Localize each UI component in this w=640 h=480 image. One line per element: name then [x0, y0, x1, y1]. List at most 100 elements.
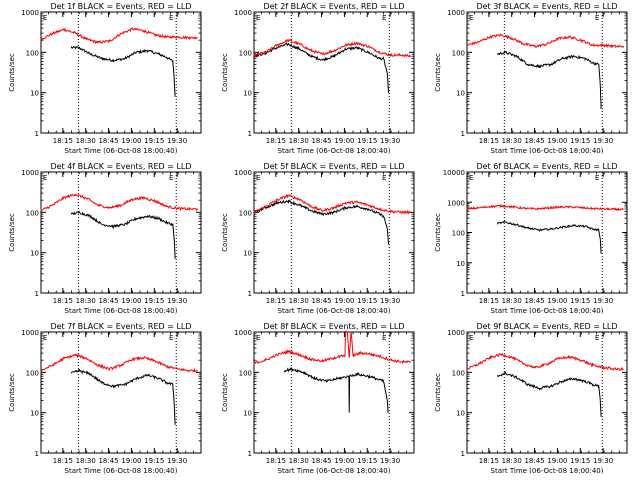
x-tick-label: 18:15: [479, 457, 499, 465]
x-tick-label: 19:15: [357, 137, 377, 145]
lld-series-line: [253, 38, 411, 58]
y-tick-label: 100: [26, 369, 39, 377]
x-tick-label: 19:15: [357, 457, 377, 465]
x-tick-label: 19:15: [570, 457, 590, 465]
x-tick-label: 19:30: [167, 297, 187, 305]
y-tick-label: 1000: [21, 169, 39, 177]
y-tick-label: 1: [248, 130, 252, 138]
y-tick-label: 100: [452, 369, 465, 377]
panel-title: Det 3f BLACK = Events, RED = LLD: [476, 2, 617, 11]
x-tick-label: 19:00: [121, 297, 141, 305]
events-series-line: [497, 371, 602, 417]
x-tick-label: 18:15: [479, 297, 499, 305]
x-tick-label: 19:15: [144, 137, 164, 145]
y-tick-label: 1: [461, 130, 465, 138]
x-tick-label: 18:30: [502, 457, 522, 465]
corner-label-right: E: [382, 334, 386, 342]
x-tick-label: 18:15: [266, 457, 286, 465]
y-tick-label: 1000: [234, 169, 252, 177]
y-tick-label: 100: [239, 369, 252, 377]
x-tick-label: 19:00: [334, 137, 354, 145]
x-tick-label: 19:00: [334, 457, 354, 465]
y-tick-label: 10: [456, 410, 465, 418]
x-tick-label: 18:15: [266, 137, 286, 145]
y-tick-label: 10: [30, 90, 39, 98]
x-tick-label: 18:15: [479, 137, 499, 145]
y-tick-label: 100: [26, 49, 39, 57]
panel-title: Det 1f BLACK = Events, RED = LLD: [50, 2, 191, 11]
x-axis-title: Start Time (06-Oct-08 18:00:40): [65, 147, 178, 155]
x-tick-label: 18:45: [524, 457, 544, 465]
panel-title: Det 5f BLACK = Events, RED = LLD: [263, 162, 404, 171]
x-tick-label: 18:30: [76, 297, 96, 305]
x-axis-title: Start Time (06-Oct-08 18:00:40): [278, 307, 391, 315]
x-tick-label: 18:30: [289, 297, 309, 305]
x-tick-label: 18:45: [98, 297, 118, 305]
lld-series-line: [40, 352, 198, 373]
y-tick-label: 10: [30, 410, 39, 418]
corner-label-left: E: [469, 14, 473, 22]
x-tick-label: 18:30: [289, 137, 309, 145]
corner-label-left: E: [256, 334, 260, 342]
y-tick-label: 1000: [447, 9, 465, 17]
lld-series-line: [253, 193, 411, 215]
x-tick-label: 19:30: [167, 137, 187, 145]
y-tick-label: 10000: [443, 169, 465, 177]
corner-label-left: E: [469, 334, 473, 342]
y-axis-title: Counts/sec: [221, 213, 229, 252]
plot-frame: [466, 331, 628, 454]
x-tick-label: 19:15: [570, 137, 590, 145]
plot-frame: [466, 11, 628, 134]
plot-frame: [466, 171, 628, 294]
corner-label-right: E: [169, 334, 173, 342]
events-series-line: [71, 210, 176, 259]
x-tick-label: 19:30: [380, 137, 400, 145]
corner-label-left: E: [43, 14, 47, 22]
x-tick-label: 18:30: [289, 457, 309, 465]
y-tick-label: 1000: [21, 9, 39, 17]
y-tick-label: 1: [461, 290, 465, 298]
x-tick-label: 18:15: [266, 297, 286, 305]
y-axis-title: Counts/sec: [434, 373, 442, 412]
corner-label-right: E: [382, 174, 386, 182]
x-tick-label: 18:30: [502, 137, 522, 145]
corner-label-left: E: [43, 334, 47, 342]
y-tick-label: 100: [26, 209, 39, 217]
y-tick-label: 1000: [234, 9, 252, 17]
events-series-line: [497, 220, 602, 254]
x-tick-label: 19:00: [121, 457, 141, 465]
plot-frame: [253, 171, 415, 294]
lld-series-line: [253, 330, 411, 365]
corner-label-right: E: [595, 334, 599, 342]
lld-series-line: [466, 203, 624, 212]
y-tick-label: 1000: [234, 329, 252, 337]
plot-frame: [40, 171, 202, 294]
corner-label-right: E: [169, 14, 173, 22]
y-tick-label: 10: [243, 90, 252, 98]
events-series-line: [71, 45, 176, 97]
y-tick-label: 1: [35, 290, 39, 298]
x-tick-label: 19:30: [593, 137, 613, 145]
x-tick-label: 19:00: [547, 137, 567, 145]
events-series-line: [253, 42, 389, 93]
x-axis-title: Start Time (06-Oct-08 18:00:40): [65, 307, 178, 315]
y-axis-title: Counts/sec: [221, 373, 229, 412]
x-axis-title: Start Time (06-Oct-08 18:00:40): [278, 147, 391, 155]
lld-series-line: [466, 352, 624, 372]
x-tick-label: 18:30: [76, 137, 96, 145]
x-tick-label: 19:30: [380, 457, 400, 465]
corner-label-left: E: [256, 14, 260, 22]
y-tick-label: 1: [248, 450, 252, 458]
corner-label-right: E: [169, 174, 173, 182]
panel-title: Det 8f BLACK = Events, RED = LLD: [263, 322, 404, 331]
panel-title: Det 4f BLACK = Events, RED = LLD: [50, 162, 191, 171]
y-tick-label: 1: [35, 450, 39, 458]
x-tick-label: 19:30: [593, 457, 613, 465]
y-axis-title: Counts/sec: [434, 53, 442, 92]
x-tick-label: 18:15: [53, 137, 73, 145]
x-tick-label: 19:00: [121, 137, 141, 145]
